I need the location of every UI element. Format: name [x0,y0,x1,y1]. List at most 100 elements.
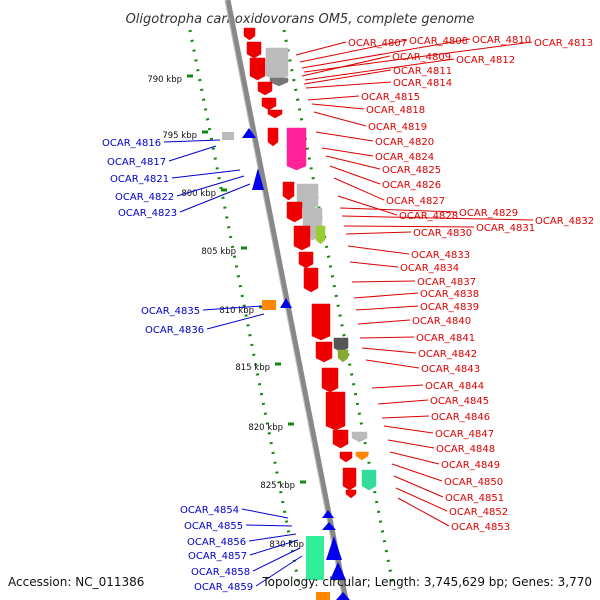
reverse-gene-label[interactable]: OCAR_4857 [188,551,247,562]
reverse-gene-glyph[interactable] [322,510,334,518]
reverse-gene-leader [171,169,241,179]
reverse-gene-label[interactable]: OCAR_4817 [107,157,166,168]
forward-gene-glyph[interactable] [243,27,256,41]
reverse-gene-glyph[interactable] [252,168,264,190]
forward-gene-glyph[interactable] [337,349,349,363]
forward-gene-label[interactable]: OCAR_4827 [386,196,445,207]
forward-gene-label[interactable]: OCAR_4824 [375,152,434,163]
forward-gene-label[interactable]: OCAR_4833 [411,250,470,261]
reverse-gene-label[interactable]: OCAR_4859 [194,582,253,593]
reverse-gene-glyph[interactable] [330,562,346,580]
forward-gene-label[interactable]: OCAR_4842 [418,349,477,360]
forward-gene-label[interactable]: OCAR_4841 [416,333,475,344]
forward-gene-label[interactable]: OCAR_4830 [413,228,472,239]
forward-gene-glyph[interactable] [321,367,339,393]
forward-gene-label[interactable]: OCAR_4819 [368,122,427,133]
forward-gene-label[interactable]: OCAR_4810 [472,35,531,46]
reverse-gene-glyph[interactable] [306,536,324,580]
forward-gene-label[interactable]: OCAR_4838 [420,289,479,300]
forward-gene-glyph[interactable] [345,489,357,499]
forward-gene-label[interactable]: OCAR_4846 [431,412,490,423]
forward-gene-label[interactable]: OCAR_4843 [421,364,480,375]
forward-gene-glyph[interactable] [286,201,303,223]
forward-gene-label[interactable]: OCAR_4826 [382,180,441,191]
reverse-gene-glyph[interactable] [316,592,330,600]
reverse-gene-glyph[interactable] [322,522,336,530]
forward-gene-glyph[interactable] [339,451,353,463]
forward-gene-label[interactable]: OCAR_4844 [425,381,484,392]
forward-gene-leader [359,336,415,339]
forward-gene-glyph[interactable] [257,81,273,96]
forward-gene-label[interactable]: OCAR_4845 [430,396,489,407]
reverse-gene-glyph[interactable] [336,592,350,600]
forward-gene-glyph[interactable] [246,41,262,59]
forward-gene-label[interactable]: OCAR_4825 [382,165,441,176]
forward-gene-label[interactable]: OCAR_4818 [366,105,425,116]
reverse-gene-glyph[interactable] [222,132,234,140]
forward-gene-label[interactable]: OCAR_4809 [392,52,451,63]
forward-gene-glyph[interactable] [355,451,369,461]
forward-gene-label[interactable]: OCAR_4820 [375,137,434,148]
reverse-gene-glyph[interactable] [326,536,342,560]
forward-gene-glyph[interactable] [267,127,279,147]
forward-gene-label[interactable]: OCAR_4840 [412,316,471,327]
reverse-gene-label[interactable]: OCAR_4835 [141,306,200,317]
forward-gene-glyph[interactable] [361,469,377,491]
forward-gene-glyph[interactable] [293,225,311,251]
forward-gene-label[interactable]: OCAR_4828 [399,211,458,222]
reverse-gene-label[interactable]: OCAR_4855 [184,521,243,532]
forward-gene-glyph[interactable] [282,181,295,201]
forward-gene-label[interactable]: OCAR_4850 [444,477,503,488]
forward-gene-glyph[interactable] [286,127,307,171]
forward-gene-glyph[interactable] [315,225,326,245]
forward-gene-label[interactable]: OCAR_4812 [456,55,515,66]
forward-gene-glyph[interactable] [351,431,368,443]
forward-gene-label[interactable]: OCAR_4808 [409,36,468,47]
forward-gene-label[interactable]: OCAR_4852 [449,507,508,518]
forward-gene-label[interactable]: OCAR_4851 [445,493,504,504]
ruler-tick-label: 815 kbp [235,363,270,373]
forward-gene-label[interactable]: OCAR_4853 [451,522,510,533]
forward-gene-label[interactable]: OCAR_4832 [535,216,594,227]
forward-gene-label[interactable]: OCAR_4831 [476,223,535,234]
forward-gene-glyph[interactable] [249,57,266,81]
reverse-gene-glyph[interactable] [262,300,276,310]
reverse-gene-label[interactable]: OCAR_4823 [118,208,177,219]
forward-gene-label[interactable]: OCAR_4837 [417,277,476,288]
forward-gene-label[interactable]: OCAR_4811 [393,66,452,77]
forward-gene-leader [305,81,392,89]
forward-gene-label[interactable]: OCAR_4849 [441,460,500,471]
reverse-gene-leader [241,508,289,519]
forward-gene-label[interactable]: OCAR_4813 [534,38,593,49]
reverse-gene-label[interactable]: OCAR_4816 [102,138,161,149]
forward-gene-label[interactable]: OCAR_4834 [400,263,459,274]
forward-gene-glyph[interactable] [269,77,289,87]
reverse-gene-glyph[interactable] [242,128,256,138]
reverse-gene-label[interactable]: OCAR_4854 [180,505,239,516]
forward-gene-label[interactable]: OCAR_4814 [393,78,452,89]
forward-gene-glyph[interactable] [342,467,357,491]
forward-gene-glyph[interactable] [298,251,314,269]
reverse-gene-glyph[interactable] [280,298,292,308]
forward-gene-label[interactable]: OCAR_4847 [435,429,494,440]
forward-gene-label[interactable]: OCAR_4839 [420,302,479,313]
forward-gene-glyph[interactable] [265,47,289,81]
forward-gene-leader [349,261,399,268]
reverse-gene-label[interactable]: OCAR_4822 [115,192,174,203]
reverse-gene-label[interactable]: OCAR_4858 [191,567,250,578]
reverse-gene-label[interactable]: OCAR_4821 [110,174,169,185]
forward-gene-glyph[interactable] [303,267,319,293]
forward-gene-label[interactable]: OCAR_4848 [436,444,495,455]
reverse-gene-label[interactable]: OCAR_4856 [187,537,246,548]
forward-gene-glyph[interactable] [311,303,331,341]
forward-gene-glyph[interactable] [261,97,277,111]
forward-gene-label[interactable]: OCAR_4815 [361,92,420,103]
forward-gene-glyph[interactable] [267,109,283,119]
reverse-gene-label[interactable]: OCAR_4836 [145,325,204,336]
forward-gene-glyph[interactable] [315,341,333,363]
forward-gene-leader [355,305,419,311]
forward-gene-glyph[interactable] [332,429,349,449]
forward-gene-label[interactable]: OCAR_4829 [459,208,518,219]
forward-gene-label[interactable]: OCAR_4807 [348,38,407,49]
forward-gene-glyph[interactable] [325,391,346,431]
